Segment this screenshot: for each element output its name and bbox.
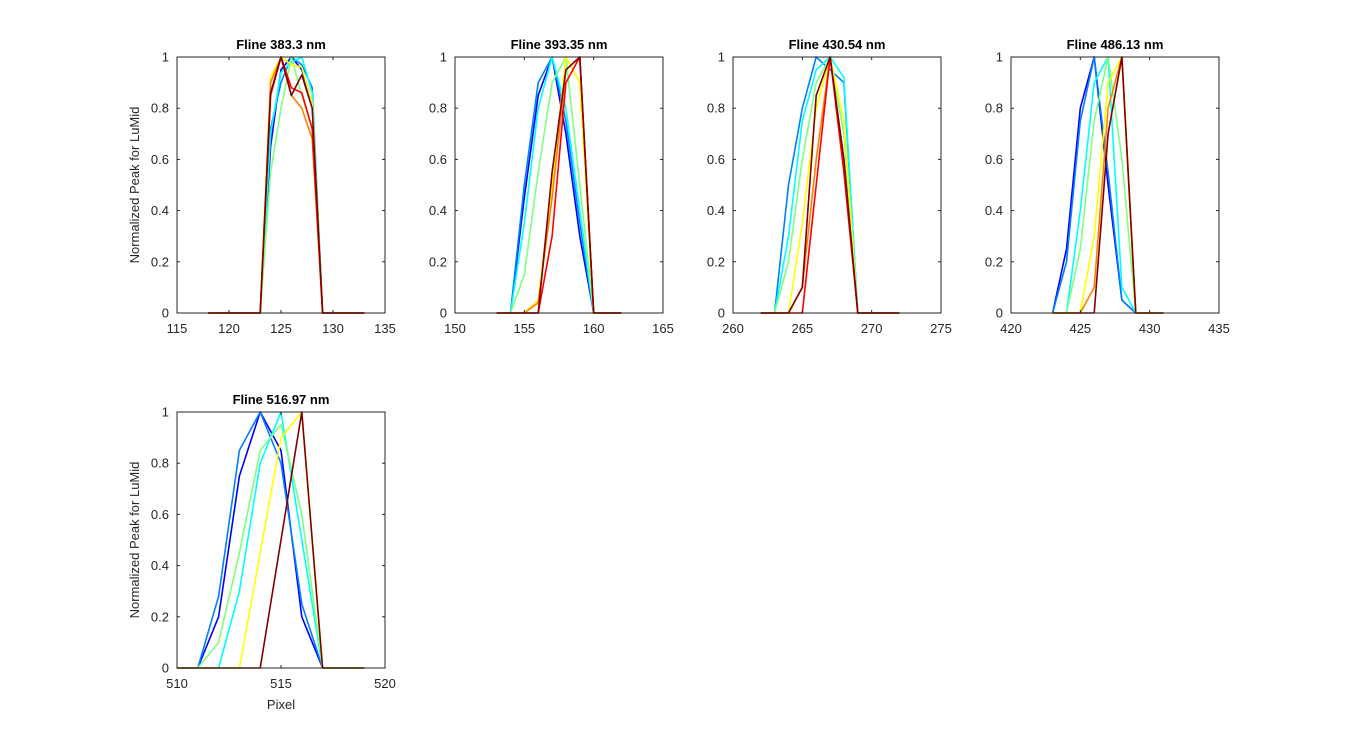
subplot-3: 260 265 270 275 0 0.2 0.4 0.6 0.8 1 Fline 430.54 n… — [707, 37, 952, 336]
chart-title: Fline 486.13 nm — [1067, 37, 1164, 52]
y-tick-label: 0.4 — [985, 203, 1003, 218]
x-tick-label: 155 — [513, 321, 535, 336]
subplot-2: 150 155 160 165 0 0.2 0.4 0.6 0.8 1 Fline 393.35 n… — [429, 37, 674, 336]
x-tick-label: 435 — [1208, 321, 1230, 336]
x-tick-label: 160 — [583, 321, 605, 336]
y-tick-label: 0 — [162, 306, 169, 321]
y-tick-label: 0.2 — [985, 254, 1003, 269]
x-tick-label: 430 — [1139, 321, 1161, 336]
x-tick-label: 265 — [791, 321, 813, 336]
x-tick-label: 115 — [167, 321, 188, 336]
chart-title: Fline 430.54 nm — [789, 37, 886, 52]
plot-area — [177, 57, 385, 313]
y-axis-label: Normalized Peak for LuMid — [127, 107, 142, 264]
y-tick-label: 0.8 — [429, 101, 447, 116]
x-tick-label: 135 — [374, 321, 396, 336]
x-tick-label: 275 — [930, 321, 952, 336]
chart-title: Fline 383.3 nm — [236, 37, 326, 52]
x-tick-label: 270 — [861, 321, 883, 336]
y-tick-label: 0.4 — [151, 558, 169, 573]
y-tick-label: 0.2 — [707, 254, 725, 269]
y-tick-label: 0.4 — [151, 203, 169, 218]
y-tick-label: 1 — [162, 50, 169, 65]
x-tick-label: 165 — [652, 321, 674, 336]
x-tick-label: 130 — [322, 321, 344, 336]
x-tick-label: 510 — [166, 676, 188, 691]
x-tick-label: 420 — [1000, 321, 1022, 336]
x-tick-label: 520 — [374, 676, 396, 691]
y-tick-label: 0.4 — [707, 203, 725, 218]
y-tick-label: 0 — [162, 661, 169, 676]
y-tick-label: 0.8 — [151, 101, 169, 116]
y-tick-label: 0.6 — [707, 152, 725, 167]
y-tick-label: 0.8 — [707, 101, 725, 116]
y-tick-label: 0.2 — [151, 609, 169, 624]
y-axis-label: Normalized Peak for LuMid — [127, 462, 142, 619]
y-tick-label: 0.8 — [151, 456, 169, 471]
x-tick-label: 125 — [270, 321, 292, 336]
y-tick-label: 0.6 — [151, 152, 169, 167]
subplot-4: 420 425 430 435 0 0.2 0.4 0.6 0.8 1 Fline 486.13 n… — [985, 37, 1230, 336]
y-tick-label: 0.8 — [985, 101, 1003, 116]
axes-box — [1010, 56, 1220, 314]
x-tick-label: 150 — [444, 321, 466, 336]
y-tick-label: 0.2 — [151, 254, 169, 269]
y-tick-label: 0.6 — [151, 507, 169, 522]
axes-box — [454, 56, 664, 314]
subplot-5: 510 515 520 0 0.2 0.4 0.6 0.8 1 Fline 516.97 nm No… — [127, 392, 396, 712]
subplot-1: 115 120 125 130 135 0 0.2 0.4 0.6 0.8 1 Fline 383.3… — [127, 37, 396, 336]
y-tick-label: 1 — [996, 50, 1003, 65]
y-tick-label: 1 — [162, 405, 169, 420]
axes-box — [732, 56, 942, 314]
y-tick-label: 0 — [440, 306, 447, 321]
y-tick-label: 0 — [718, 306, 725, 321]
y-tick-label: 1 — [718, 50, 725, 65]
x-tick-label: 425 — [1069, 321, 1091, 336]
x-axis-label: Pixel — [267, 697, 295, 712]
y-tick-label: 0.2 — [429, 254, 447, 269]
y-tick-label: 0.6 — [429, 152, 447, 167]
y-tick-label: 0.4 — [429, 203, 447, 218]
x-tick-label: 515 — [270, 676, 292, 691]
x-tick-label: 120 — [218, 321, 240, 336]
chart-title: Fline 393.35 nm — [511, 37, 608, 52]
chart-title: Fline 516.97 nm — [233, 392, 330, 407]
y-tick-label: 0 — [996, 306, 1003, 321]
y-tick-label: 0.6 — [985, 152, 1003, 167]
x-tick-label: 260 — [722, 321, 744, 336]
y-tick-label: 1 — [440, 50, 447, 65]
